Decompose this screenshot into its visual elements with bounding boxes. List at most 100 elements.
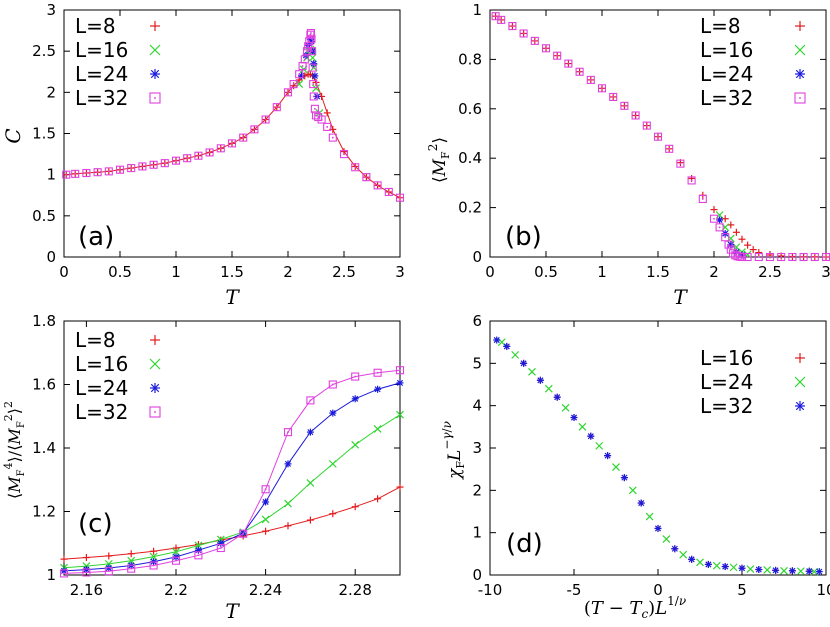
data-point-L=32 (283, 88, 293, 97)
data-point-L=32 (373, 181, 382, 190)
data-point-L=24 (645, 512, 654, 521)
data-point-L=24 (329, 409, 337, 417)
legend-label: L=8 (75, 328, 116, 352)
legend-marker-L=8 (150, 21, 160, 31)
svg-text:⟨MF2⟩: ⟨MF2⟩ (426, 137, 452, 183)
panel-a-ylabel: C (1, 128, 25, 143)
data-point-L=32 (395, 193, 405, 202)
data-point-L=32 (637, 499, 645, 507)
data-point-L=32 (311, 111, 321, 120)
data-point-L=8 (351, 503, 359, 511)
data-point-L=32 (239, 529, 248, 538)
panel-d-legend: L=16L=24L=32 (700, 346, 806, 418)
panel-c-axes: 2.16 2.2 2.24 2.28 1 1.2 1.4 1.6 1.8 (32, 312, 400, 599)
data-point-L=32 (351, 372, 360, 381)
data-point-L=16 (261, 515, 270, 524)
x-tick-label: 2.28 (338, 581, 371, 599)
data-point-L=32 (586, 75, 595, 84)
panel-c-ylabel: ⟨MF4⟩/⟨MF2⟩2 (2, 401, 27, 499)
x-tick-label: 10 (816, 581, 830, 599)
data-point-L=8 (60, 555, 68, 563)
panel-d-marks (493, 336, 823, 576)
legend-marker-L=16 (149, 44, 161, 56)
legend-label: L=16 (700, 346, 753, 370)
data-point-L=32 (493, 336, 501, 344)
data-point-L=24 (351, 395, 359, 403)
data-point-L=24 (311, 72, 319, 80)
legend-label: L=32 (700, 86, 753, 110)
panel-c-binder-ratio: 2.16 2.2 2.24 2.28 1 1.2 1.4 1.6 1.8 L=8L=16L=24… (2, 312, 405, 623)
panel-a-marks (62, 29, 405, 202)
data-point-L=32 (665, 144, 674, 153)
y-tick-label: 0.6 (458, 100, 482, 118)
legend-marker-L=24 (150, 383, 160, 393)
data-point-L=32 (300, 55, 309, 64)
data-point-L=24 (712, 561, 721, 570)
data-point-L=24 (612, 463, 620, 471)
panel-c-label: (c) (78, 509, 113, 539)
legend-label: L=24 (75, 62, 128, 86)
x-tick-label: 0 (59, 263, 69, 281)
series-line-L=16 (63, 414, 401, 569)
data-point-L=32 (508, 22, 517, 31)
data-point-L=32 (704, 560, 712, 568)
data-point-L=24 (297, 72, 305, 80)
y-tick-label: 2.5 (32, 42, 56, 60)
data-point-L=32 (138, 162, 147, 171)
data-point-L=32 (115, 165, 125, 174)
legend-label: L=32 (700, 394, 753, 418)
svg-text:⟨MF4⟩/⟨MF2⟩2: ⟨MF4⟩/⟨MF2⟩2 (2, 401, 27, 499)
data-point-L=32 (149, 160, 158, 169)
data-point-L=24 (528, 367, 536, 376)
data-point-L=8 (150, 547, 158, 555)
data-point-L=32 (59, 569, 69, 578)
data-point-L=32 (395, 366, 405, 375)
y-tick-label: 1.4 (32, 439, 56, 457)
data-point-L=32 (715, 223, 724, 232)
data-point-L=24 (511, 350, 520, 359)
data-point-L=24 (662, 535, 671, 543)
data-point-L=24 (696, 558, 704, 567)
data-point-L=32 (194, 151, 203, 160)
data-point-L=32 (642, 121, 651, 130)
y-tick-label: 4 (472, 397, 482, 415)
data-point-L=32 (308, 47, 317, 56)
y-tick-label: 0 (472, 248, 482, 266)
x-tick-label: 0 (485, 263, 495, 281)
legend-marker-L=32 (149, 406, 161, 418)
data-point-L=32 (183, 154, 192, 163)
data-point-L=32 (765, 252, 775, 262)
data-point-L=16 (396, 410, 404, 419)
x-tick-label: 2 (709, 263, 719, 281)
x-tick-label: 5 (737, 581, 747, 599)
data-point-L=24 (306, 428, 314, 436)
panel-d-xlabel: (T − Tc)L1/ν (584, 594, 686, 621)
x-tick-label: 0 (653, 581, 663, 599)
data-point-L=32 (724, 240, 733, 249)
legend-marker-L=32 (149, 92, 161, 104)
data-point-L=32 (676, 159, 685, 168)
legend-marker-L=24 (794, 376, 806, 388)
data-point-L=32 (127, 164, 136, 173)
data-point-L=32 (754, 252, 763, 262)
data-point-L=32 (317, 115, 326, 124)
series-line-L=32 (63, 369, 401, 574)
data-point-L=32 (289, 80, 298, 89)
panel-a-xlabel: T (225, 285, 240, 309)
x-tick-label: -10 (478, 581, 503, 599)
panel-b-axes: 0 0.5 1 1.5 2 2.5 3 0 0.2 0.4 0.6 0.8 1 (458, 1, 830, 281)
data-point-L=32 (788, 567, 796, 575)
data-point-L=24 (746, 565, 755, 573)
data-point-L=8 (710, 206, 718, 214)
data-point-L=16 (308, 53, 317, 62)
data-point-L=32 (306, 30, 315, 39)
legend-marker-L=24 (150, 69, 160, 79)
y-tick-label: 5 (472, 354, 482, 372)
data-point-L=32 (82, 168, 91, 178)
data-point-L=32 (104, 567, 113, 576)
data-point-L=32 (104, 167, 113, 176)
panel-a-legend: L=8L=16L=24L=32 (75, 14, 161, 110)
y-tick-label: 0.2 (458, 199, 482, 217)
svg-text:χFL−γ/ν: χFL−γ/ν (440, 421, 467, 480)
legend-label: L=32 (75, 400, 128, 424)
